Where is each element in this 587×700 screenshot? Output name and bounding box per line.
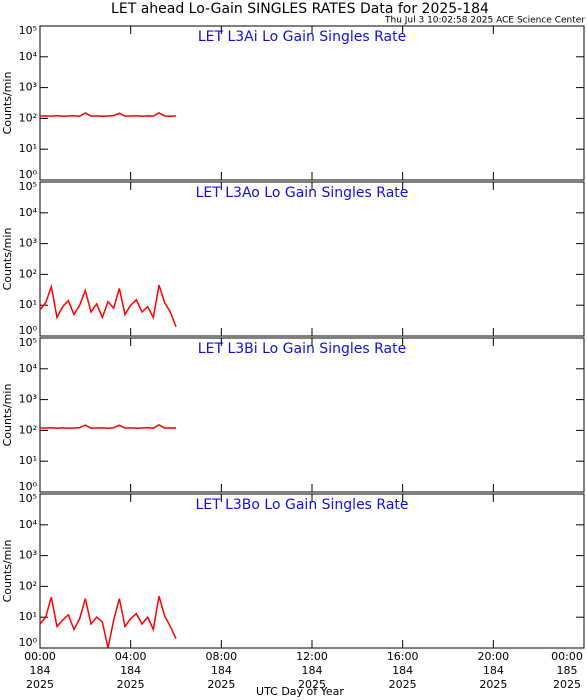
panel-title: LET L3Ao Lo Gain Singles Rate bbox=[196, 185, 409, 201]
y-tick-label: 10⁰ bbox=[19, 324, 38, 337]
plot-frame bbox=[39, 493, 585, 649]
panel-title: LET L3Bi Lo Gain Singles Rate bbox=[198, 341, 406, 357]
chart-subtitle: Thu Jul 3 10:02:58 2025 ACE Science Cent… bbox=[384, 16, 585, 26]
y-tick-label: 10⁴ bbox=[19, 50, 38, 63]
x-tick-label: 2025 bbox=[26, 678, 54, 691]
y-tick-label: 10⁰ bbox=[19, 480, 38, 493]
data-line bbox=[39, 424, 177, 430]
plot-frame bbox=[39, 25, 585, 181]
x-tick-label: 00:00 bbox=[24, 650, 56, 663]
x-tick-label: 184 bbox=[302, 664, 323, 677]
x-tick-label: 2025 bbox=[553, 678, 581, 691]
x-tick-label: 20:00 bbox=[477, 650, 509, 663]
y-tick-label: 10⁵ bbox=[19, 336, 37, 349]
y-tick-label: 10⁴ bbox=[19, 206, 38, 219]
panel-title: LET L3Ai Lo Gain Singles Rate bbox=[198, 29, 406, 45]
data-line bbox=[39, 111, 177, 118]
y-tick-label: 10³ bbox=[19, 237, 37, 250]
x-tick-label: 12:00 bbox=[296, 650, 328, 663]
y-tick-label: 10⁵ bbox=[19, 24, 37, 37]
y-tick-label: 10⁴ bbox=[19, 518, 38, 531]
x-tick-label: 2025 bbox=[117, 678, 145, 691]
panel-title: LET L3Bo Lo Gain Singles Rate bbox=[195, 497, 408, 513]
x-tick-label: 2025 bbox=[207, 678, 235, 691]
y-tick-label: 10³ bbox=[19, 81, 37, 94]
y-tick-label: 10¹ bbox=[19, 142, 37, 155]
y-tick-label: 10¹ bbox=[19, 454, 37, 467]
x-tick-label: 184 bbox=[483, 664, 504, 677]
x-tick-label: 2025 bbox=[479, 678, 507, 691]
y-tick-label: 10² bbox=[19, 111, 37, 124]
x-tick-label: 184 bbox=[211, 664, 232, 677]
y-tick-label: 10⁰ bbox=[19, 636, 38, 649]
x-tick-label: 2025 bbox=[389, 678, 417, 691]
x-tick-label: 184 bbox=[30, 664, 51, 677]
y-tick-label: 10⁵ bbox=[19, 180, 37, 193]
y-tick-label: 10³ bbox=[19, 549, 37, 562]
y-tick-label: 10² bbox=[19, 579, 37, 592]
data-line bbox=[39, 596, 177, 649]
x-tick-label: 184 bbox=[120, 664, 141, 677]
x-tick-label: 08:00 bbox=[205, 650, 237, 663]
y-axis-label: Counts/min bbox=[1, 540, 14, 603]
data-line bbox=[39, 283, 177, 327]
y-tick-label: 10¹ bbox=[19, 298, 37, 311]
x-tick-label: 185 bbox=[557, 664, 578, 677]
plot-frame bbox=[39, 181, 585, 337]
y-tick-label: 10¹ bbox=[19, 610, 37, 623]
y-tick-label: 10⁰ bbox=[19, 168, 38, 181]
x-tick-label: 2025 bbox=[298, 678, 326, 691]
y-tick-label: 10³ bbox=[19, 393, 37, 406]
y-tick-label: 10² bbox=[19, 267, 37, 280]
chart-title: LET ahead Lo-Gain SINGLES RATES Data for… bbox=[111, 1, 489, 17]
x-tick-label: 04:00 bbox=[115, 650, 147, 663]
x-tick-label: 00:00 bbox=[551, 650, 583, 663]
x-axis-label: UTC Day of Year bbox=[256, 685, 344, 698]
y-axis-label: Counts/min bbox=[1, 228, 14, 291]
y-tick-label: 10² bbox=[19, 423, 37, 436]
y-axis-label: Counts/min bbox=[1, 384, 14, 447]
x-tick-label: 16:00 bbox=[387, 650, 419, 663]
y-tick-label: 10⁵ bbox=[19, 492, 37, 505]
plot-frame bbox=[39, 337, 585, 493]
y-tick-label: 10⁴ bbox=[19, 362, 38, 375]
x-tick-label: 184 bbox=[392, 664, 413, 677]
y-axis-label: Counts/min bbox=[1, 72, 14, 135]
